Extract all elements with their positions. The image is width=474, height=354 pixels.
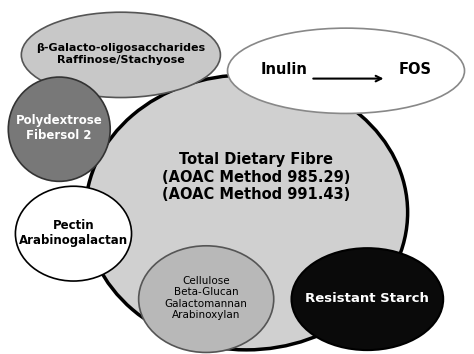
Text: Cellulose
Beta-Glucan
Galactomannan
Arabinoxylan: Cellulose Beta-Glucan Galactomannan Arab… bbox=[165, 276, 247, 320]
Text: Resistant Starch: Resistant Starch bbox=[305, 292, 429, 304]
Text: Total Dietary Fibre
(AOAC Method 985.29)
(AOAC Method 991.43): Total Dietary Fibre (AOAC Method 985.29)… bbox=[162, 152, 350, 202]
Text: β-Galacto-oligosaccharides
Raffinose/Stachyose: β-Galacto-oligosaccharides Raffinose/Sta… bbox=[36, 43, 205, 65]
Text: FOS: FOS bbox=[398, 62, 431, 76]
Ellipse shape bbox=[15, 186, 131, 281]
Text: Pectin
Arabinogalactan: Pectin Arabinogalactan bbox=[19, 219, 128, 247]
Ellipse shape bbox=[21, 12, 220, 98]
Text: Inulin: Inulin bbox=[261, 62, 308, 76]
Ellipse shape bbox=[85, 75, 408, 350]
Text: Polydextrose
Fibersol 2: Polydextrose Fibersol 2 bbox=[16, 114, 103, 142]
Ellipse shape bbox=[138, 246, 274, 353]
Ellipse shape bbox=[292, 248, 443, 350]
Ellipse shape bbox=[9, 77, 110, 181]
Ellipse shape bbox=[228, 28, 465, 114]
